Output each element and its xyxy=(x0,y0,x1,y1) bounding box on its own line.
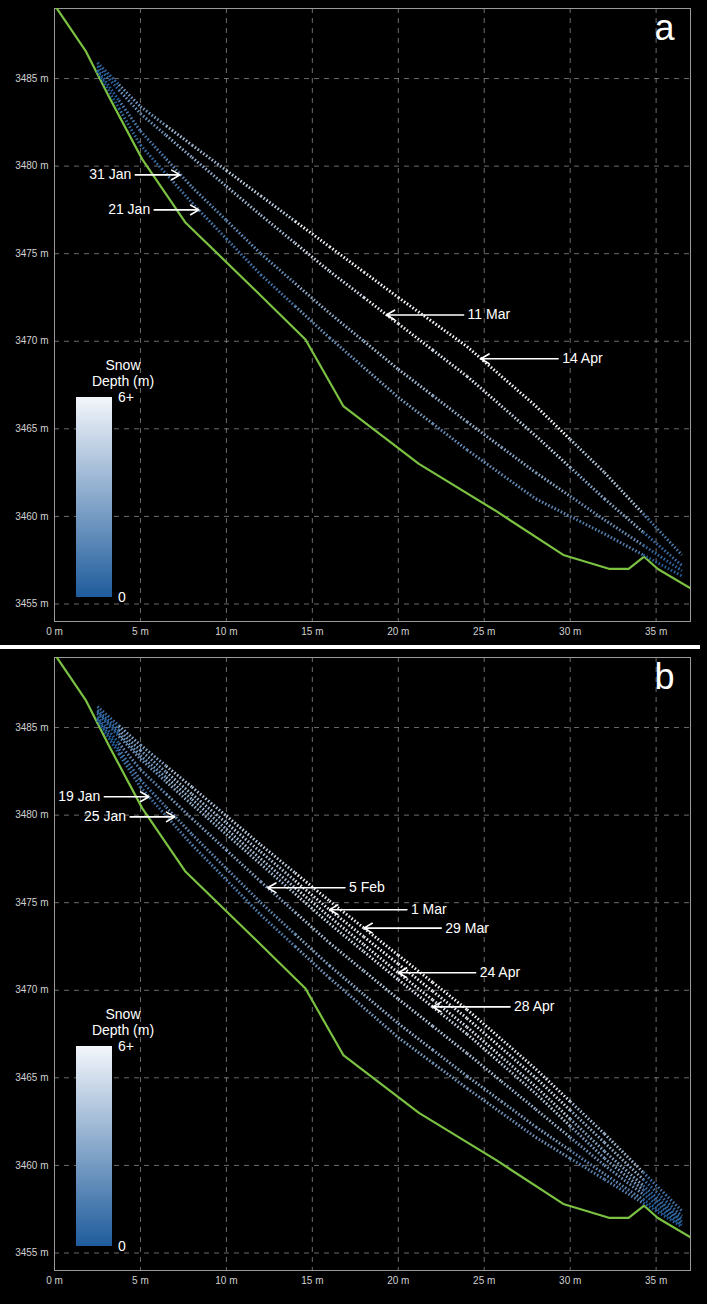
svg-text:3465 m: 3465 m xyxy=(15,423,48,434)
svg-text:1 Mar: 1 Mar xyxy=(411,901,447,917)
svg-text:30 m: 30 m xyxy=(559,1275,581,1286)
svg-text:5 Feb: 5 Feb xyxy=(349,879,385,895)
svg-text:20 m: 20 m xyxy=(387,1275,409,1286)
svg-text:15 m: 15 m xyxy=(301,626,323,637)
svg-text:5 m: 5 m xyxy=(132,1275,149,1286)
svg-text:35 m: 35 m xyxy=(645,626,667,637)
svg-text:31 Jan: 31 Jan xyxy=(89,166,131,182)
html-text:0: 0 xyxy=(118,1238,126,1254)
svg-text:3480 m: 3480 m xyxy=(15,809,48,820)
svg-text:3455 m: 3455 m xyxy=(15,1247,48,1258)
svg-text:14 Apr: 14 Apr xyxy=(562,350,603,366)
svg-text:10 m: 10 m xyxy=(215,1275,237,1286)
svg-text:11 Mar: 11 Mar xyxy=(468,306,511,322)
svg-text:3460 m: 3460 m xyxy=(15,1160,48,1171)
svg-text:3470 m: 3470 m xyxy=(15,984,48,995)
html-text:0: 0 xyxy=(118,589,126,605)
svg-text:25 m: 25 m xyxy=(473,626,495,637)
svg-text:5 m: 5 m xyxy=(132,626,149,637)
svg-text:10 m: 10 m xyxy=(215,626,237,637)
svg-text:19 Jan: 19 Jan xyxy=(58,788,100,804)
html-text:Snow Depth (m): Snow Depth (m) xyxy=(91,357,155,389)
svg-text:0 m: 0 m xyxy=(46,1275,63,1286)
html-text:Snow Depth (m): Snow Depth (m) xyxy=(91,1006,155,1038)
svg-text:3470 m: 3470 m xyxy=(15,335,48,346)
svg-text:15 m: 15 m xyxy=(301,1275,323,1286)
svg-text:29 Mar: 29 Mar xyxy=(445,920,489,936)
svg-text:3455 m: 3455 m xyxy=(15,598,48,609)
svg-text:a: a xyxy=(654,7,675,48)
svg-text:25 m: 25 m xyxy=(473,1275,495,1286)
svg-text:35 m: 35 m xyxy=(645,1275,667,1286)
svg-text:30 m: 30 m xyxy=(559,626,581,637)
svg-text:3475 m: 3475 m xyxy=(15,248,48,259)
svg-text:21 Jan: 21 Jan xyxy=(108,201,150,217)
svg-text:3475 m: 3475 m xyxy=(15,897,48,908)
svg-text:3480 m: 3480 m xyxy=(15,160,48,171)
svg-text:3485 m: 3485 m xyxy=(15,722,48,733)
svg-text:25 Jan: 25 Jan xyxy=(84,808,126,824)
svg-text:28 Apr: 28 Apr xyxy=(514,998,555,1014)
svg-text:b: b xyxy=(654,656,674,697)
html-text:6+: 6+ xyxy=(118,1038,134,1054)
svg-text:3460 m: 3460 m xyxy=(15,511,48,522)
svg-text:0 m: 0 m xyxy=(46,626,63,637)
svg-text:20 m: 20 m xyxy=(387,626,409,637)
svg-text:3465 m: 3465 m xyxy=(15,1072,48,1083)
html-text:6+: 6+ xyxy=(118,389,134,405)
svg-text:24 Apr: 24 Apr xyxy=(480,964,521,980)
svg-text:3485 m: 3485 m xyxy=(15,73,48,84)
